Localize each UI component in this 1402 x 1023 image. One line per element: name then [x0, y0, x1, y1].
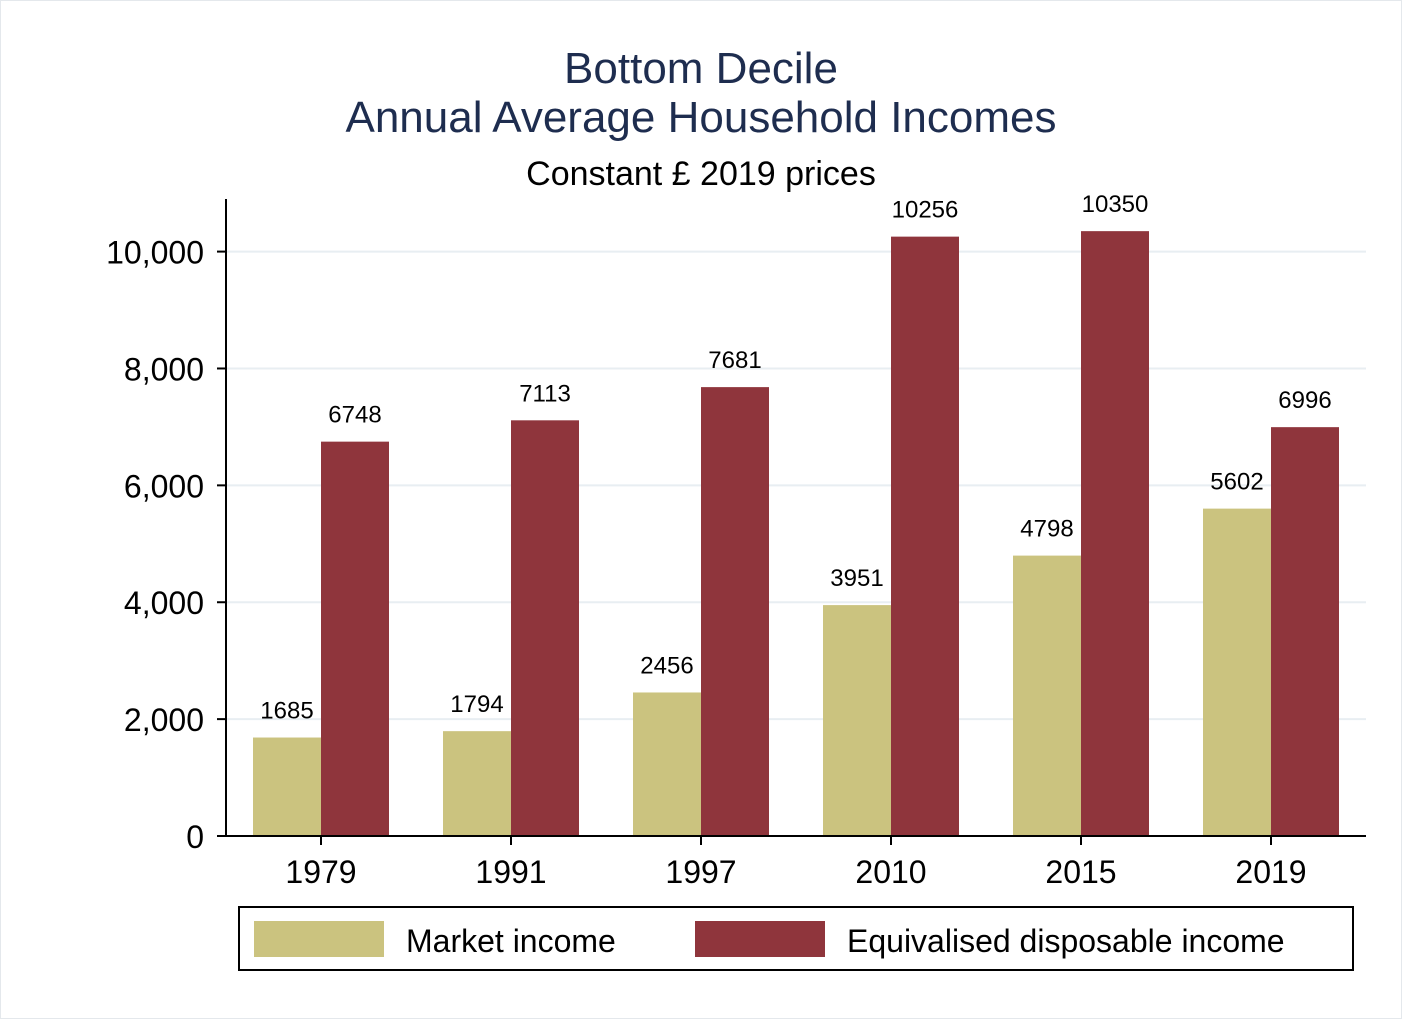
data-label-equivalised-disposable-income-2010: 10256 [892, 197, 959, 224]
x-tick-label-1997: 1997 [665, 854, 736, 890]
bar-equivalised-disposable-income-2010 [891, 236, 959, 836]
y-tick-label: 6,000 [124, 468, 204, 504]
data-label-market-income-2019: 5602 [1210, 469, 1263, 496]
y-tick-label: 8,000 [124, 351, 204, 387]
y-tick-label: 10,000 [106, 235, 204, 271]
y-axis-ticks: 0 2,000 4,000 6,000 8,000 10,000 [106, 235, 226, 855]
x-tick-label-2010: 2010 [855, 854, 926, 890]
bar-market-income-2010 [823, 605, 891, 836]
legend-swatch-equivalised-disposable-income [695, 921, 825, 957]
chart-title-line2: Annual Average Household Incomes [345, 93, 1056, 142]
bar-equivalised-disposable-income-2019 [1271, 427, 1339, 836]
bar-market-income-1991 [443, 731, 511, 836]
legend-swatch-market-income [254, 921, 384, 957]
chart-title: Bottom Decile [564, 44, 838, 93]
data-label-equivalised-disposable-income-2015: 10350 [1082, 191, 1149, 218]
bars [253, 231, 1339, 836]
data-label-market-income-1979: 1685 [260, 698, 313, 725]
data-label-equivalised-disposable-income-1997: 7681 [708, 347, 761, 374]
y-tick-label: 0 [186, 819, 204, 855]
legend: Market income Equivalised disposable inc… [238, 906, 1354, 971]
bar-market-income-2019 [1203, 508, 1271, 836]
bar-equivalised-disposable-income-1997 [701, 387, 769, 836]
chart-subtitle: Constant £ 2019 prices [526, 155, 876, 193]
data-label-market-income-2010: 3951 [830, 565, 883, 592]
legend-label-equivalised-disposable-income: Equivalised disposable income [847, 923, 1285, 959]
data-labels: 1685 6748 1794 7113 2456 7681 3951 10256 4798 103… [260, 191, 1331, 724]
bar-market-income-1997 [633, 692, 701, 836]
x-axis-ticks: 1979 1991 1997 2010 2015 2019 [285, 836, 1307, 890]
x-tick-label-1991: 1991 [475, 854, 546, 890]
data-label-equivalised-disposable-income-1991: 7113 [519, 380, 571, 407]
grid-lines [226, 250, 1366, 721]
bar-market-income-2015 [1013, 555, 1081, 836]
bar-equivalised-disposable-income-1991 [511, 420, 579, 836]
data-label-market-income-1991: 1794 [450, 691, 503, 718]
data-label-market-income-2015: 4798 [1020, 516, 1073, 543]
data-label-equivalised-disposable-income-2019: 6996 [1278, 387, 1331, 414]
legend-label-market-income: Market income [406, 923, 616, 959]
bar-equivalised-disposable-income-2015 [1081, 231, 1149, 836]
bar-equivalised-disposable-income-1979 [321, 441, 389, 836]
bar-market-income-1979 [253, 737, 321, 836]
y-tick-label: 2,000 [124, 702, 204, 738]
x-tick-label-2019: 2019 [1235, 854, 1306, 890]
y-tick-label: 4,000 [124, 585, 204, 621]
data-label-equivalised-disposable-income-1979: 6748 [328, 402, 381, 429]
x-tick-label-1979: 1979 [285, 854, 356, 890]
x-tick-label-2015: 2015 [1045, 854, 1116, 890]
data-label-market-income-1997: 2456 [640, 652, 693, 679]
